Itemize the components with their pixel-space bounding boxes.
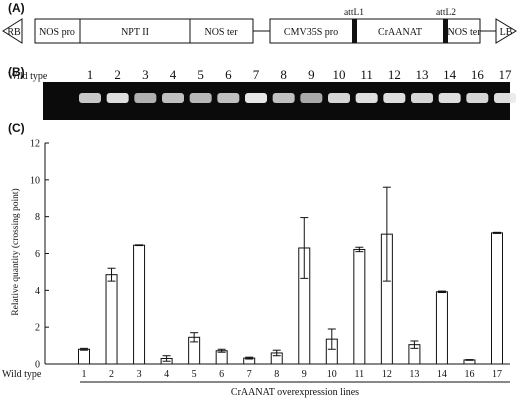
gel-band — [355, 93, 378, 103]
gel-lane-label: 2 — [114, 67, 121, 82]
segment-nos-ter-1: NOS ter — [204, 27, 238, 38]
x-axis-label: CrAANAT overexpression lines — [231, 387, 359, 398]
x-tick-label: 6 — [219, 369, 224, 380]
x-tick-label: 9 — [302, 369, 307, 380]
gel-lane-label: 5 — [197, 67, 204, 82]
y-axis-label: Relative quantity (crossing point) — [10, 188, 21, 315]
y-tick-label: 12 — [30, 139, 40, 150]
gel-bands — [79, 93, 516, 103]
rb-label: RB — [7, 27, 21, 38]
y-tick-label: 2 — [35, 323, 40, 334]
x-tick-label: 11 — [355, 369, 365, 380]
segment-cmv35s-pro: CMV35S pro — [284, 27, 338, 38]
gel-lane-label: 10 — [333, 67, 346, 82]
attl1-label: attL1 — [344, 8, 364, 18]
gel-lane-label: 3 — [142, 67, 149, 82]
x-tick-label: 14 — [437, 369, 447, 380]
bar — [78, 348, 90, 365]
attl1-site — [352, 19, 357, 43]
gel-lane-label: Wild type — [8, 71, 48, 82]
gel-lane-labels: Wild type 1 2 3 4 5 6 7 8 9 10 11 12 13 14 16 17 — [8, 67, 512, 82]
gel-band — [494, 93, 516, 103]
gel-band — [272, 93, 295, 103]
gel-band — [383, 93, 406, 103]
x-tick-label: 12 — [382, 369, 392, 380]
construct-map: RB NOS pro NPT II NOS ter CMV35S pro CrA… — [2, 8, 517, 44]
gel-lane-label: 13 — [416, 67, 429, 82]
gel-band — [245, 93, 267, 103]
gel-band — [466, 93, 489, 103]
gel-band — [300, 93, 323, 103]
gel-band — [411, 93, 433, 103]
x-tick-label: 4 — [164, 369, 169, 380]
rb-border-icon — [2, 18, 23, 44]
segment-nos-ter-2: NOS ter — [447, 27, 481, 38]
gel-band — [106, 93, 129, 103]
gel-lane-label: 7 — [253, 67, 260, 82]
y-tick-label: 10 — [30, 175, 40, 186]
x-tick-label: 5 — [192, 369, 197, 380]
segment-nos-pro: NOS pro — [39, 27, 75, 38]
bar — [215, 350, 228, 365]
gel-lane-label: 9 — [308, 67, 315, 82]
bar — [491, 232, 503, 365]
attl2-label: attL2 — [436, 8, 456, 18]
x-tick-label: 16 — [464, 369, 474, 380]
gel-band — [328, 93, 350, 103]
gel-lane-label: 14 — [443, 67, 457, 82]
lb-border-icon — [495, 18, 517, 44]
gel-band — [189, 93, 212, 103]
bar — [133, 244, 146, 365]
y-tick-label: 6 — [35, 249, 40, 260]
bars — [78, 186, 503, 365]
panel-b-label: (B) — [8, 65, 25, 79]
gel-lane-label: 1 — [87, 67, 94, 82]
gel-lane-label: 4 — [170, 67, 177, 82]
gel-band — [438, 93, 461, 103]
x-tick-label: 3 — [137, 369, 142, 380]
gel-lane-label: 17 — [499, 67, 513, 82]
attl2-site — [443, 19, 448, 43]
gel-lane-label: 6 — [225, 67, 232, 82]
x-tick-label: 13 — [409, 369, 419, 380]
gel-lane-label: 16 — [471, 67, 485, 82]
bar — [105, 274, 118, 365]
y-tick-label: 4 — [35, 286, 40, 297]
gel-band — [79, 93, 101, 103]
x-tick-label: 7 — [247, 369, 252, 380]
x-tick-label: Wild type — [2, 369, 42, 380]
y-tick-label: 8 — [35, 212, 40, 223]
lb-label: LB — [500, 27, 513, 38]
segment-npt2: NPT II — [121, 27, 149, 38]
x-tick-label: 2 — [109, 369, 114, 380]
bar — [353, 248, 366, 365]
x-tick-labels: Wild type 1 2 3 4 5 6 7 8 9 10 11 12 13 14 16 17 — [2, 369, 502, 380]
x-tick-label: 1 — [82, 369, 87, 380]
y-ticks: 0 2 4 6 8 10 12 — [30, 139, 49, 371]
bar — [435, 291, 448, 365]
panel-c-label: (C) — [8, 121, 25, 135]
segment-craanat: CrAANAT — [378, 27, 422, 38]
gel-lane-label: 8 — [280, 67, 287, 82]
gel-band — [162, 93, 184, 103]
gel-lane-label: 11 — [360, 67, 373, 82]
x-tick-label: 17 — [492, 369, 502, 380]
x-tick-label: 10 — [327, 369, 337, 380]
panel-a-label: (A) — [8, 1, 25, 15]
gel-band — [134, 93, 157, 103]
gel-band — [217, 93, 240, 103]
gel-lane-label: 12 — [388, 67, 401, 82]
x-tick-label: 8 — [274, 369, 279, 380]
y-tick-label: 0 — [35, 360, 40, 371]
